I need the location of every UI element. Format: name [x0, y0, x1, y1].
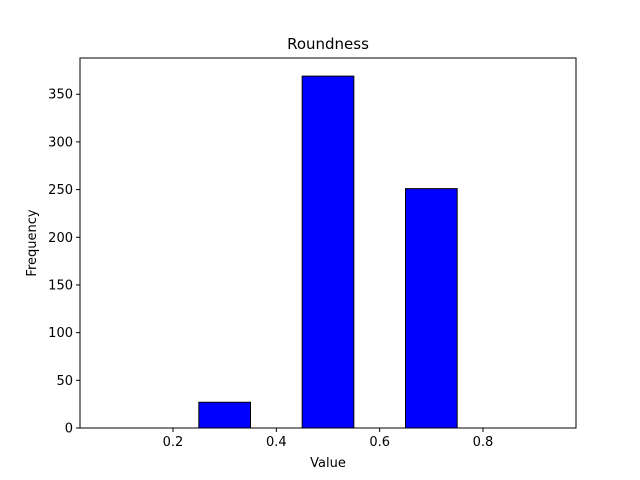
bars-layer — [198, 75, 458, 429]
chart-title: Roundness — [287, 35, 369, 53]
x-tick-label: 0.2 — [163, 435, 184, 450]
x-tick-label: 0.8 — [473, 435, 494, 450]
y-axis-label: Frequency — [25, 209, 40, 276]
y-tick-label: 150 — [48, 278, 73, 293]
histogram-bar-1 — [198, 401, 251, 429]
y-tick-label: 300 — [48, 135, 73, 150]
y-tick-label: 250 — [48, 183, 73, 198]
y-tick-label: 350 — [48, 88, 73, 103]
histogram-bar-3 — [405, 188, 458, 429]
y-tick-label: 200 — [48, 231, 73, 246]
y-tick-label: 50 — [56, 374, 73, 389]
x-tick-label: 0.4 — [266, 435, 287, 450]
y-tick-label: 100 — [48, 326, 73, 341]
x-axis-label: Value — [310, 456, 346, 471]
ticks-layer: 0.2 0.4 0.6 0.8 0 50 100 150 200 250 300 350 — [48, 88, 493, 450]
y-tick-label: 0 — [65, 422, 73, 437]
histogram-bar-2 — [301, 75, 355, 429]
x-tick-label: 0.6 — [369, 435, 390, 450]
plot-frame — [79, 57, 577, 429]
